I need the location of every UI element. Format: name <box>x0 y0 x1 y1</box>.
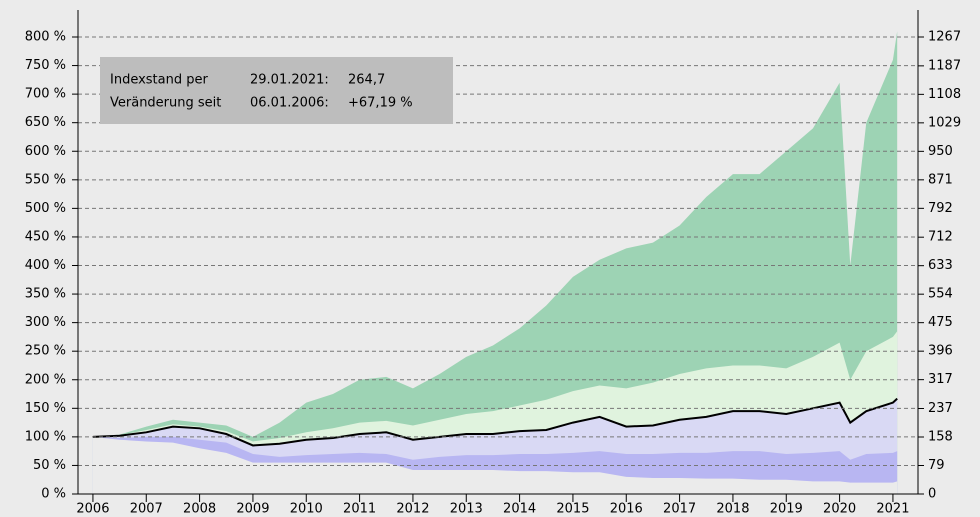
index-line <box>92 397 898 447</box>
y-tick-label: 0 % <box>41 487 66 502</box>
y-tick-label: 500 % <box>25 201 66 216</box>
x-tick-label: 2017 <box>663 502 696 517</box>
y2-tick-label: 950 <box>928 144 953 159</box>
y-tick-label: 150 % <box>25 401 66 416</box>
x-tick-label: 2015 <box>556 502 589 517</box>
y2-tick-label: 871 <box>928 172 953 187</box>
y2-tick-label: 317 <box>928 372 953 387</box>
y-tick-label: 600 % <box>25 144 66 159</box>
annotation-text: +67,19 % <box>348 96 413 111</box>
y2-tick-label: 792 <box>928 201 953 216</box>
x-tick-label: 2018 <box>716 502 749 517</box>
x-tick-label: 2013 <box>450 502 483 517</box>
x-tick-label: 2007 <box>130 502 163 517</box>
y2-tick-label: 1029 <box>928 115 961 130</box>
x-tick-label: 2009 <box>236 502 269 517</box>
y-tick-label: 800 % <box>25 30 66 45</box>
annotation-box <box>100 57 453 124</box>
y2-tick-label: 158 <box>928 430 953 445</box>
y-tick-label: 550 % <box>25 172 66 187</box>
areas <box>92 31 898 494</box>
y2-tick-label: 396 <box>928 344 953 359</box>
x-tick-label: 2016 <box>610 502 643 517</box>
x-tick-label: 2020 <box>823 502 856 517</box>
x-tick-label: 2021 <box>876 502 909 517</box>
axes: 0 % 50 % 100 % 150 % 200 % 250 % 300 % 350 % 400… <box>25 10 961 517</box>
x-tick-label: 2008 <box>183 502 216 517</box>
y-tick-label: 50 % <box>33 458 66 473</box>
y2-tick-label: 0 <box>928 487 936 502</box>
annotation-text: 06.01.2006: <box>250 96 329 111</box>
y2-tick-label: 475 <box>928 315 953 330</box>
x-tick-label: 2006 <box>76 502 109 517</box>
y-tick-label: 100 % <box>25 429 66 444</box>
y2-tick-label: 1187 <box>928 58 961 73</box>
x-tick-label: 2010 <box>290 502 323 517</box>
y-tick-label: 650 % <box>25 115 66 130</box>
y2-tick-label: 712 <box>928 230 953 245</box>
annotation-text: Veränderung seit <box>110 96 221 111</box>
y2-tick-label: 1108 <box>928 87 961 102</box>
y2-tick-label: 237 <box>928 401 953 416</box>
annotation: Indexstand per 29.01.2021: 264,7 Veränderun… <box>100 57 453 124</box>
y2-tick-label: 633 <box>928 258 953 273</box>
y2-tick-label: 554 <box>928 287 953 302</box>
y2-tick-label: 1267 <box>928 30 961 45</box>
area-band <box>92 436 898 494</box>
x-tick-label: 2019 <box>770 502 803 517</box>
annotation-text: 264,7 <box>348 73 385 88</box>
x-tick-label: 2014 <box>503 502 536 517</box>
y-tick-label: 450 % <box>25 229 66 244</box>
y2-tick-label: 79 <box>928 458 945 473</box>
annotation-text: 29.01.2021: <box>250 73 329 88</box>
y-tick-label: 250 % <box>25 344 66 359</box>
y-tick-label: 700 % <box>25 87 66 102</box>
y-tick-label: 400 % <box>25 258 66 273</box>
x-tick-label: 2011 <box>343 502 376 517</box>
y-tick-label: 350 % <box>25 287 66 302</box>
y-tick-label: 200 % <box>25 372 66 387</box>
y-tick-label: 300 % <box>25 315 66 330</box>
y-tick-label: 750 % <box>25 58 66 73</box>
x-tick-label: 2012 <box>396 502 429 517</box>
annotation-text: Indexstand per <box>110 73 208 88</box>
